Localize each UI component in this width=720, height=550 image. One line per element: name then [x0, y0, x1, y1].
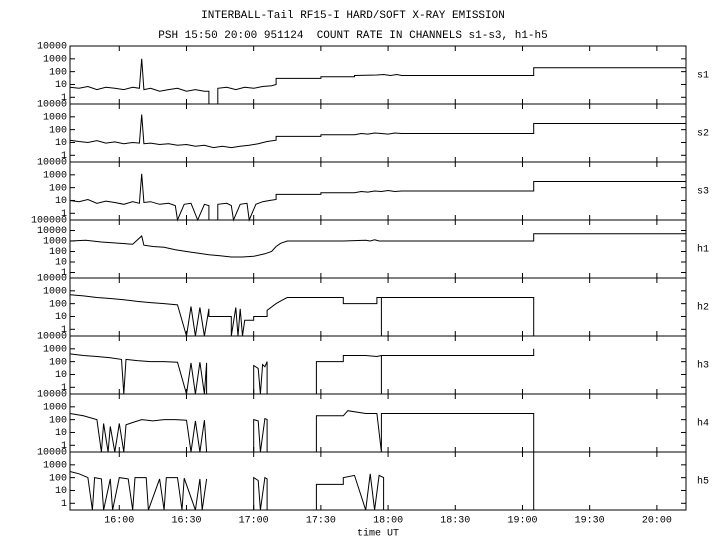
y-tick-label: 10000	[37, 390, 67, 401]
y-tick-label: 100	[49, 473, 67, 484]
panel-label: h3	[697, 360, 709, 372]
x-axis-label: time UT	[357, 528, 399, 540]
x-tick-label: 19:00	[507, 516, 537, 527]
y-tick-label: 1000	[43, 237, 67, 248]
y-tick-label: 100	[49, 125, 67, 136]
y-tick-label: 10	[55, 428, 67, 439]
y-tick-label: 10000	[37, 158, 67, 169]
y-tick-label: 10000	[37, 226, 67, 237]
y-tick-label: 1	[61, 151, 67, 162]
y-tick-label: 1	[61, 325, 67, 336]
panel-label: h1	[697, 244, 709, 256]
y-tick-label: 10000	[37, 332, 67, 343]
x-tick-label: 18:30	[440, 516, 470, 527]
y-tick-label: 100000	[31, 216, 67, 227]
y-tick-label: 1	[61, 499, 67, 510]
y-tick-label: 10	[55, 312, 67, 323]
y-tick-label: 10	[55, 370, 67, 381]
data-line	[69, 114, 686, 149]
y-tick-label: 1	[61, 383, 67, 394]
y-tick-label: 1000	[43, 170, 67, 181]
y-tick-label: 100	[49, 415, 67, 426]
x-tick-label: 18:00	[373, 516, 403, 527]
y-tick-label: 10	[55, 80, 67, 91]
y-tick-label: 1000	[43, 344, 67, 355]
data-line	[69, 58, 686, 105]
x-tick-label: 17:00	[239, 516, 269, 527]
panel-label: h2	[697, 302, 709, 314]
y-tick-label: 100	[49, 299, 67, 310]
y-tick-label: 1000	[43, 54, 67, 65]
y-tick-label: 10	[55, 486, 67, 497]
y-tick-label: 1000	[43, 286, 67, 297]
data-line	[69, 294, 535, 337]
y-tick-label: 1000	[43, 402, 67, 413]
chart-title: INTERBALL-Tail RF15-I HARD/SOFT X-RAY EM…	[201, 10, 505, 22]
y-tick-label: 10000	[37, 274, 67, 285]
y-tick-label: 100	[49, 357, 67, 368]
panel-label: h4	[697, 418, 709, 430]
y-tick-label: 10000	[37, 42, 67, 53]
x-tick-label: 20:00	[642, 516, 672, 527]
y-tick-label: 10	[55, 258, 67, 269]
y-tick-label: 10	[55, 196, 67, 207]
y-tick-label: 10000	[37, 100, 67, 111]
panel-label: s1	[697, 71, 709, 82]
chart-subtitle: PSH 15:50 20:00 951124 COUNT RATE IN CHA…	[158, 30, 547, 42]
panel-label: s3	[697, 187, 709, 198]
y-tick-label: 1000	[43, 112, 67, 123]
x-tick-label: 17:30	[306, 516, 336, 527]
x-tick-label: 16:30	[171, 516, 201, 527]
data-line	[69, 173, 686, 222]
y-tick-label: 1	[61, 93, 67, 104]
panel-frame	[69, 451, 687, 511]
y-tick-label: 1	[61, 441, 67, 452]
y-tick-label: 100	[49, 183, 67, 194]
y-tick-label: 100	[49, 67, 67, 78]
y-tick-label: 100	[49, 247, 67, 258]
x-tick-label: 16:00	[104, 516, 134, 527]
y-tick-label: 1	[61, 268, 67, 279]
y-tick-label: 1000	[43, 460, 67, 471]
y-tick-label: 1	[61, 209, 67, 220]
data-line	[69, 452, 535, 511]
data-line	[69, 348, 535, 395]
x-tick-label: 19:30	[575, 516, 605, 527]
y-tick-label: 10000	[37, 448, 67, 459]
data-line	[69, 233, 686, 258]
panel-label: s2	[697, 129, 709, 140]
y-tick-label: 10	[55, 138, 67, 149]
panel-label: h5	[697, 476, 709, 488]
